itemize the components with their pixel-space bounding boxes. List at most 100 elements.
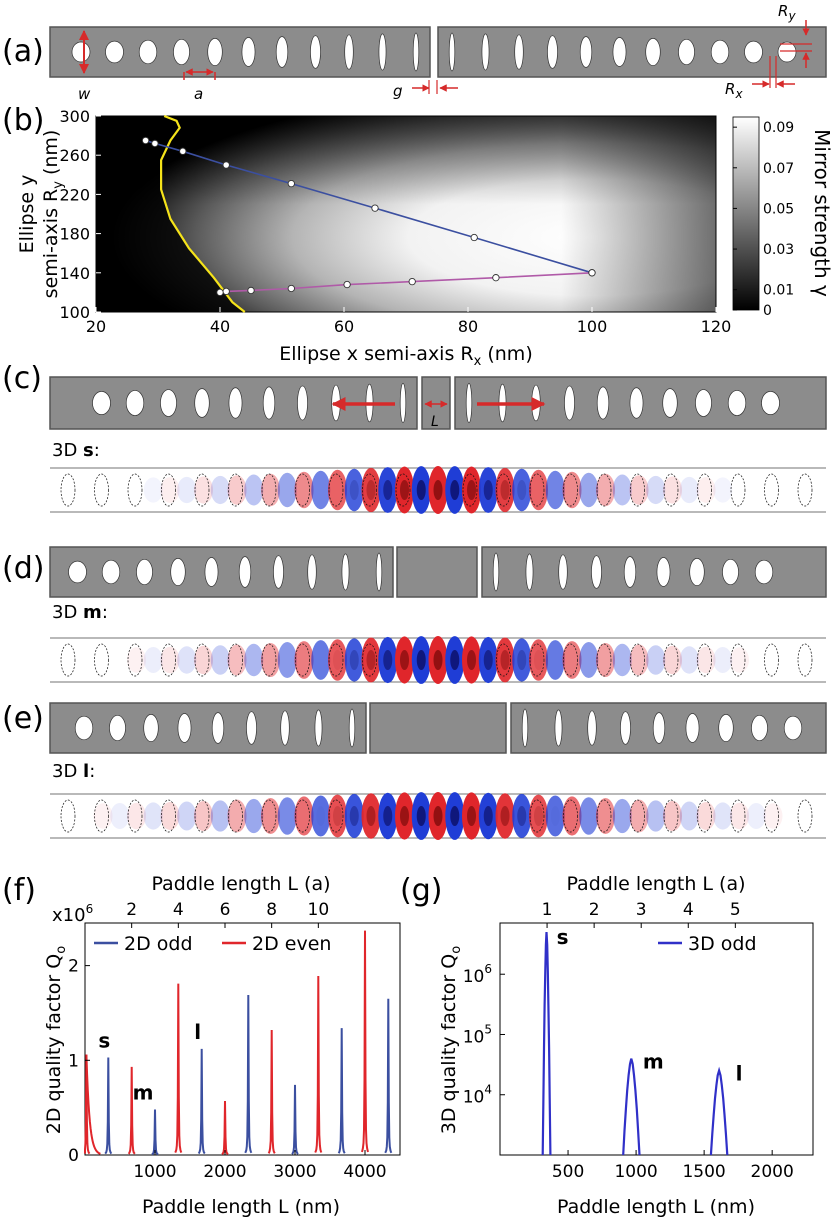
hole-outline: [161, 643, 176, 677]
hole: [194, 388, 210, 418]
hole: [170, 558, 186, 586]
field-lobe-blue: [311, 795, 331, 837]
hole-outline: [295, 473, 310, 507]
chart-g: 500 1000 1500 2000 1 2 3 4 5 104 105 106 Paddle len…: [438, 873, 814, 1218]
field-core: [416, 806, 426, 826]
field-lobe-blue: [177, 801, 197, 831]
device-d: 3D m:: [49, 546, 827, 684]
x-tick-label: 1000: [614, 1162, 657, 1182]
colorbar-tick-label: 0.07: [763, 161, 794, 177]
field-lobe-blue: [646, 800, 666, 832]
hole-outline: [596, 473, 612, 507]
peak-2d-odd: [244, 994, 253, 1154]
field-lobe-blue: [110, 803, 130, 829]
hole-outline: [127, 643, 143, 677]
hole: [173, 38, 190, 66]
field-core: [517, 650, 527, 670]
panel-label-d: (d): [2, 551, 44, 586]
field-lobe-red: [495, 467, 515, 513]
x-tick-label: 20: [86, 317, 106, 336]
field-core: [467, 650, 476, 670]
hole-outline: [94, 799, 109, 833]
field-lobe-blue: [344, 638, 364, 682]
x-tick-label: 80: [458, 317, 478, 336]
hole-outline: [94, 643, 109, 677]
hole-outline: [630, 799, 645, 833]
hole: [727, 390, 747, 416]
field-core: [366, 480, 376, 500]
field-lobe-blue: [545, 795, 565, 837]
field-lobe-blue: [512, 468, 532, 512]
chart-b: 20 40 60 80 100 120 100 140 180 220 260 300 Ellipse…: [16, 107, 831, 369]
field-lobe-blue: [512, 638, 532, 682]
peak-label-s: s: [98, 1028, 110, 1052]
field-lobe-red: [361, 637, 381, 683]
hole: [211, 712, 225, 744]
field-core: [500, 806, 510, 826]
hole: [262, 386, 276, 420]
hole-outline: [697, 643, 712, 677]
hole: [307, 554, 317, 590]
chart-f: 1000 2000 3000 4000 2 4 6 8 10 0 1 2 Paddle length …: [43, 873, 401, 1218]
field-core: [400, 480, 409, 500]
legend-3d-odd: 3D odd: [688, 933, 757, 955]
paddle-d: [396, 546, 478, 598]
field-lobe-red: [160, 477, 180, 503]
field-lobe-blue: [612, 474, 632, 506]
x-top-tick-label: 6: [220, 900, 231, 920]
heatmap-dark-region: [96, 116, 245, 312]
field-lobe-red: [696, 646, 716, 674]
hole: [744, 40, 763, 64]
field-lobe-red: [127, 802, 146, 830]
hole-outline: [228, 799, 243, 833]
hole-outline: [194, 643, 210, 677]
field-lobe-blue: [512, 793, 532, 839]
peak-2d-even: [221, 1100, 229, 1156]
field-core: [383, 806, 393, 826]
y-tick-label: 180: [59, 225, 90, 244]
hole-outline: [563, 799, 578, 833]
field-core: [433, 480, 443, 500]
x-top-tick-label: 2: [126, 900, 137, 920]
hole-outline: [663, 643, 679, 677]
field-lobe-red: [596, 642, 615, 678]
field-lobe-blue: [177, 646, 197, 674]
field-lobe-red: [730, 647, 749, 673]
hole-outline: [462, 473, 478, 507]
hole: [412, 32, 420, 72]
hole: [579, 36, 593, 68]
field-lobe-red: [596, 798, 615, 834]
hole: [662, 388, 678, 418]
hole: [310, 35, 321, 69]
boundary-curve: [160, 114, 246, 313]
hole: [143, 714, 159, 742]
hole-outline: [563, 643, 578, 677]
x-top-tick-label: 8: [266, 900, 277, 920]
hole-outline: [295, 799, 310, 833]
colorbar-tick-label: 0.03: [763, 242, 794, 258]
field-lobe-red: [261, 798, 280, 834]
hole: [620, 711, 631, 745]
dim-a-label: a: [194, 85, 203, 103]
field-core: [366, 650, 376, 670]
hole-outline: [730, 643, 746, 677]
mode-field-e: [50, 792, 826, 840]
dim-w-label: w: [78, 85, 91, 103]
hole-outline: [730, 473, 746, 507]
field-lobe-red: [562, 641, 582, 679]
hole: [101, 559, 121, 585]
field-core: [400, 806, 409, 826]
hole: [596, 386, 610, 420]
field-lobe-blue: [679, 801, 699, 831]
chart-f-peaks: [84, 930, 393, 1156]
data-point-blue: [287, 179, 295, 188]
x-top-tick-label: 4: [173, 900, 184, 920]
data-point-blue: [151, 139, 159, 148]
hole: [629, 387, 644, 419]
field-lobe-red: [194, 800, 213, 832]
x-tick-label: 60: [334, 317, 354, 336]
field-lobe-blue: [612, 798, 632, 834]
dim-ry-label: Ry: [778, 2, 796, 23]
hole: [378, 33, 387, 71]
y-tick-label: 104: [463, 1083, 492, 1108]
